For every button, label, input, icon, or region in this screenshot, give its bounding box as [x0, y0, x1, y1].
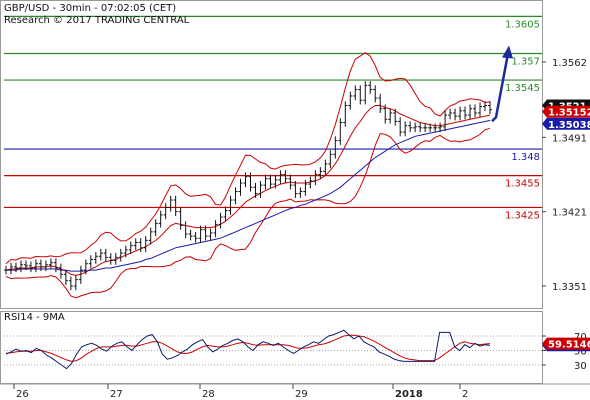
price-badge-label: 1.35152 — [548, 108, 590, 119]
level-label: 1.348 — [511, 152, 540, 163]
x-tick-label: 26 — [16, 389, 29, 400]
rsi-ma-line — [5, 334, 491, 362]
x-tick-label: 2018 — [395, 389, 423, 400]
price-badge-label: 1.35038 — [548, 120, 590, 131]
upper-band-line — [5, 52, 491, 265]
x-tick-label: 29 — [295, 389, 308, 400]
level-label: 1.3455 — [505, 179, 540, 190]
x-tick-label: 27 — [110, 389, 123, 400]
price-y-tick-label: 1.3351 — [552, 282, 587, 293]
rsi-badge — [542, 337, 590, 350]
rsi-title: RSI14 - 9MA — [4, 312, 65, 323]
forecast-arrow-head — [502, 45, 513, 59]
price-panel-frame — [0, 0, 543, 309]
rsi-panel-frame — [0, 311, 543, 384]
x-tick-label: 28 — [202, 389, 215, 400]
price-badge — [542, 105, 590, 118]
rsi-badge-label: 59.5146 — [548, 340, 590, 351]
x-tick-label: 2 — [462, 389, 468, 400]
rsi-y-tick-label: 50 — [574, 347, 587, 358]
level-label: 1.3425 — [505, 210, 540, 221]
lower-band-line — [5, 127, 491, 299]
level-label: 1.3545 — [505, 83, 540, 94]
price-y-tick-label: 1.3421 — [552, 208, 587, 219]
price-y-tick-label: 1.3562 — [552, 58, 587, 69]
price-badge — [542, 117, 590, 130]
chart-title: GBP/USD - 30min - 07:02:05 (CET) — [4, 3, 176, 14]
rsi-y-tick-label: 70 — [574, 332, 587, 343]
slow-ma-line — [6, 119, 491, 272]
rsi-y-tick-label: 30 — [574, 361, 587, 372]
fast-ma-line — [5, 105, 491, 276]
level-label: 1.357 — [511, 57, 540, 68]
rsi-line — [5, 329, 491, 370]
level-label: 1.3605 — [505, 19, 540, 30]
forecast-arrow-line — [491, 53, 510, 123]
chart-subtitle: Research © 2017 TRADING CENTRAL — [4, 15, 190, 26]
price-y-tick-label: 1.3491 — [552, 133, 587, 144]
